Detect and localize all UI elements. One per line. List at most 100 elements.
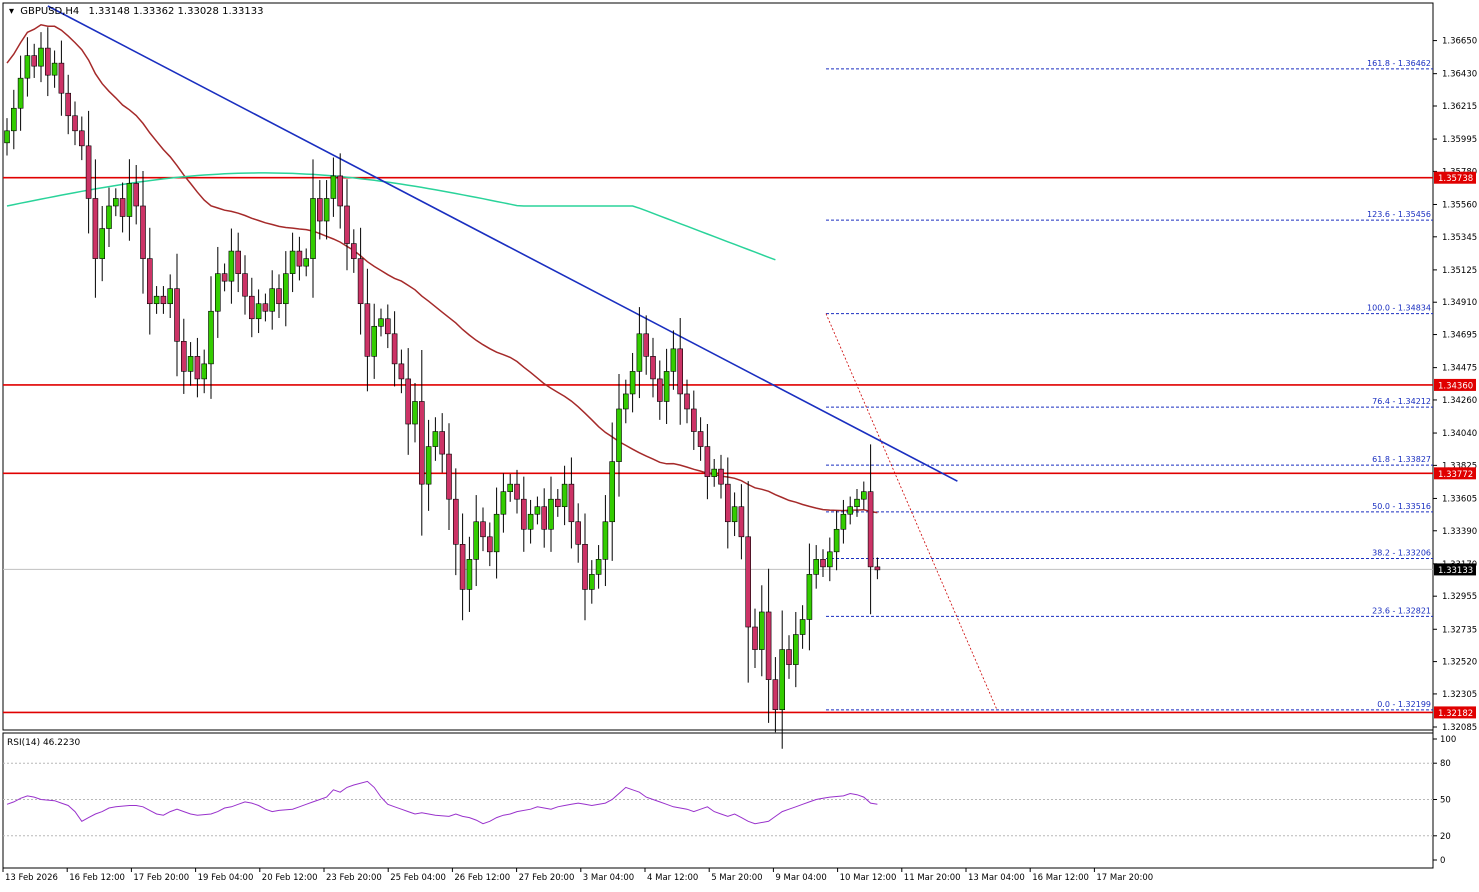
candle-body [126,183,133,217]
candle-body [792,634,799,665]
candle [514,469,520,514]
candle [65,74,71,135]
candle-body [371,325,378,357]
level-price-tag-bg [1434,467,1476,480]
level-price-tag: 1.35738 [1434,171,1476,184]
time-tick-label: 25 Feb 04:00 [390,873,446,883]
candle-body [704,446,711,477]
candle [11,89,17,150]
rsi-pane [2,732,1434,869]
candle [364,268,371,392]
candle [697,417,704,461]
candle [656,360,663,420]
candle [221,263,228,292]
candle [765,568,772,723]
candle [758,585,765,677]
candle [160,286,167,314]
rsi-tick-label: 80 [1440,759,1451,769]
candle [58,40,65,116]
fibonacci-level-label: 61.8 - 1.33827 [1372,455,1431,464]
time-tick-label: 11 Mar 20:00 [904,873,961,883]
candle-body [840,513,847,530]
candle [548,476,554,552]
candle-body [833,528,840,553]
candle [215,246,221,338]
candle-body [119,198,126,217]
rsi-line [6,780,878,825]
candle-body [412,401,418,425]
price-tick-label: 1.34910 [1442,298,1477,308]
candle-body [215,273,221,312]
time-tick-label: 17 Mar 20:00 [1096,873,1153,883]
candle [262,293,269,322]
candle-body [174,288,180,342]
candle-body [432,431,439,447]
candle-body [79,130,85,147]
candle [493,487,500,579]
candle [113,188,119,217]
candle [854,489,860,517]
candle-body [242,273,248,297]
candle [520,476,527,552]
candle [398,349,405,394]
candle [405,348,412,455]
candle-body [350,243,357,259]
candle [350,229,357,273]
candle-body [724,483,731,523]
candle [833,510,840,571]
candle-body [262,303,269,312]
candle [704,424,711,500]
candle [486,522,493,567]
rsi-tick-label: 20 [1440,832,1451,842]
candle-body [249,295,255,320]
price-tick-label: 1.35995 [1442,135,1477,145]
candle [17,55,24,131]
fibonacci-level-label: 0.0 - 1.32199 [1377,700,1431,709]
rsi-tick-label: 100 [1440,735,1456,745]
candle [670,330,677,390]
candle-body [405,378,412,425]
candle-body [752,626,758,650]
candle [432,417,439,461]
candle [289,232,296,293]
bearish-trendline [47,5,958,482]
candle-body [282,273,289,305]
candle [439,413,446,473]
candle [786,635,792,679]
candle-body [147,258,153,305]
candle-body [772,679,779,711]
time-tick-label: 3 Mar 04:00 [583,873,634,883]
candle [820,549,826,578]
time-tick-label: 17 Feb 20:00 [133,873,189,883]
candle-body [316,198,323,222]
candle [201,349,207,394]
candle-body [711,468,718,477]
time-tick-label: 4 Mar 12:00 [647,873,698,883]
time-tick-label: 16 Mar 12:00 [1032,873,1089,883]
candle [119,182,126,233]
candle-body [636,333,643,372]
candle-body [554,498,561,508]
level-price-tag-text: 1.32182 [1438,709,1473,719]
candle-body [826,551,833,568]
candle [826,537,833,582]
time-tick-label: 9 Mar 04:00 [775,873,826,883]
candle-body [561,483,568,508]
candle-body [337,175,344,207]
candle [187,342,194,386]
candle [527,499,534,544]
candle-body [44,47,51,76]
candle [643,315,650,375]
candle-body [486,536,493,553]
candle-body [541,506,548,530]
level-price-tag: 1.32182 [1434,706,1476,719]
candle [595,545,602,589]
fibonacci-level-label: 123.6 - 1.35456 [1367,210,1431,219]
candle-body [534,506,541,515]
candle-body [391,333,398,365]
candle [282,251,289,327]
candle-body [847,506,854,515]
candle-body [697,431,704,447]
candle-body [758,611,765,650]
candle [147,227,153,335]
